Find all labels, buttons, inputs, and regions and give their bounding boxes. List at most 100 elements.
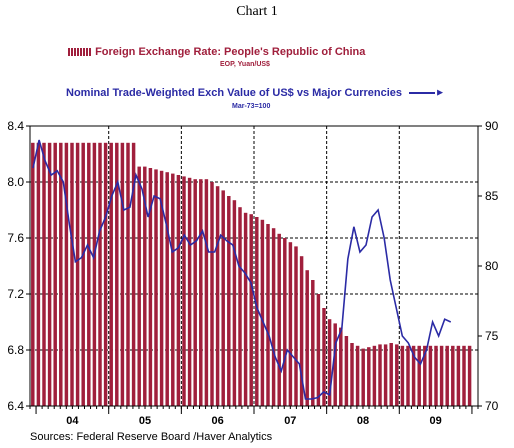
bar — [148, 168, 153, 406]
y-right-tick-label: 75 — [485, 329, 499, 343]
bar — [344, 336, 349, 406]
y-left-tick-label: 7.6 — [7, 231, 24, 245]
bar — [327, 319, 332, 406]
legend-unit-exchange-rate: EOP, Yuan/US$ — [220, 61, 270, 68]
x-tick-label: 06 — [212, 415, 224, 427]
series-line — [32, 139, 452, 400]
bar — [47, 142, 52, 407]
bar — [126, 142, 130, 407]
bar — [367, 347, 371, 406]
bar — [187, 177, 192, 406]
axes: 8.4 8.0 7.6 7.2 6.8 6.4 90 85 80 75 70 04 05 06 07 08 09 — [7, 119, 498, 427]
bar — [204, 179, 209, 406]
bar — [199, 179, 203, 406]
bar — [42, 142, 46, 407]
legend-unit-trade-weighted: Mar-73=100 — [232, 103, 271, 110]
bar — [238, 207, 242, 406]
bar — [411, 345, 416, 406]
bar — [428, 345, 433, 406]
bar — [137, 166, 141, 406]
bar — [260, 219, 265, 406]
bar — [294, 246, 298, 406]
bar — [361, 348, 365, 406]
legend-swatch-line — [409, 92, 436, 95]
legend-item-trade-weighted: Nominal Trade-Weighted Exch Value of US$… — [66, 87, 445, 99]
bar — [423, 345, 427, 406]
y-right-tick-label: 85 — [485, 189, 499, 203]
bar — [400, 345, 405, 406]
bar — [81, 142, 85, 407]
grid-layer — [30, 126, 478, 406]
legend-item-exchange-rate: Foreign Exchange Rate: People's Republic… — [68, 46, 365, 58]
bar — [383, 344, 388, 406]
bar — [31, 142, 35, 407]
bar — [305, 270, 309, 406]
bar — [103, 142, 108, 407]
bar — [339, 327, 343, 406]
bar — [159, 170, 164, 406]
bar — [232, 200, 237, 406]
legend-label-exchange-rate: Foreign Exchange Rate: People's Republic… — [95, 46, 366, 58]
x-tick-label: 09 — [429, 415, 441, 427]
bar — [439, 345, 444, 406]
bar — [176, 175, 181, 406]
y-left-tick-label: 6.8 — [7, 343, 24, 357]
bar — [36, 142, 41, 407]
bar — [378, 344, 382, 406]
bar — [445, 345, 449, 406]
bar — [355, 345, 360, 406]
bar — [92, 142, 97, 407]
bar — [322, 308, 326, 406]
y-left-tick-label: 6.4 — [7, 399, 24, 413]
legend-arrow-icon: ► — [435, 87, 445, 99]
bar — [221, 190, 225, 406]
bar — [406, 345, 410, 406]
bar — [395, 344, 399, 406]
bar — [434, 345, 438, 406]
bar — [266, 224, 270, 406]
bar — [311, 280, 315, 406]
bar — [333, 323, 337, 406]
legend-label-trade-weighted: Nominal Trade-Weighted Exch Value of US$… — [66, 87, 403, 99]
y-left-tick-label: 8.0 — [7, 175, 24, 189]
bar — [115, 142, 119, 407]
bar — [64, 142, 69, 407]
bar — [283, 238, 287, 406]
bar — [255, 217, 259, 406]
y-right-tick-label: 70 — [485, 399, 499, 413]
x-tick-label: 07 — [284, 415, 296, 427]
bar — [87, 142, 91, 407]
x-tick-label: 05 — [139, 415, 151, 427]
bar — [154, 169, 158, 406]
bar-series-exchange-rate — [31, 142, 472, 407]
y-right-tick-label: 80 — [485, 259, 499, 273]
bar — [182, 176, 186, 406]
bar — [53, 142, 57, 407]
x-tick-label: 04 — [66, 415, 79, 427]
bar — [210, 182, 214, 406]
bar — [193, 179, 197, 406]
x-tick-label: 08 — [357, 415, 369, 427]
bar — [451, 345, 455, 406]
y-left-tick-label: 8.4 — [7, 119, 24, 133]
bar — [243, 212, 248, 406]
bar — [372, 345, 377, 406]
bar — [143, 166, 147, 406]
bar — [120, 142, 125, 407]
bar — [75, 142, 80, 407]
y-left-tick-label: 7.2 — [7, 287, 24, 301]
bar — [417, 345, 421, 406]
bar — [70, 142, 74, 407]
bar — [462, 345, 466, 406]
bar — [165, 172, 169, 406]
bar — [299, 256, 304, 406]
bar — [277, 233, 281, 406]
bar — [131, 142, 136, 407]
chart-title: Chart 1 — [236, 4, 278, 19]
legend-swatch-bar — [68, 48, 92, 57]
bar — [98, 142, 102, 407]
bar — [249, 214, 253, 406]
source-note: Sources: Federal Reserve Board /Haver An… — [30, 431, 273, 443]
bar — [59, 142, 63, 407]
